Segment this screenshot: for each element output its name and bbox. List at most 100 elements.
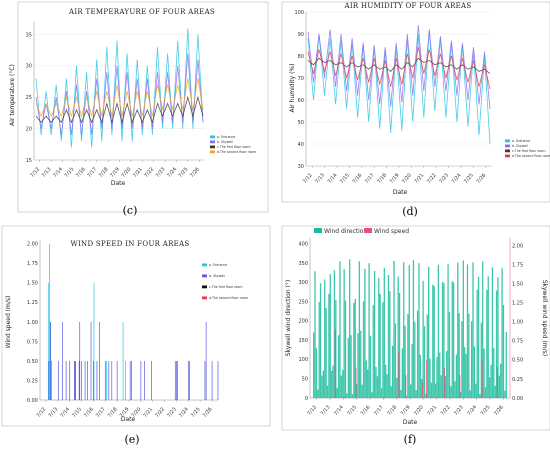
panel-f-direction-bar-0-6 [321, 375, 323, 398]
panel-f-direction-bar-13-9 [505, 332, 507, 398]
panel-c-x-tick-1: 7/13 [41, 166, 53, 178]
panel-f-direction-bar-6-7 [405, 395, 408, 398]
panel-f-direction-bar-2-4 [346, 393, 348, 398]
panel-d-x-tick-6: 7/18 [376, 172, 388, 184]
panel-f-direction-bar-13-2 [495, 290, 498, 398]
panel-d-x-tick-14: 7/26 [476, 172, 488, 184]
panel-f-direction-bar-8-1 [425, 393, 427, 398]
panel-f-direction-bar-4-8 [379, 293, 381, 398]
panel-f-direction-bar-8-2 [426, 314, 428, 398]
panel-f-direction-bar-1-6 [335, 300, 337, 398]
panel-f-direction-bar-0-8 [324, 279, 326, 398]
panel-f-direction-bar-1-2 [329, 274, 331, 398]
panel-f-direction-bar-8-0 [423, 325, 426, 398]
panel-f-direction-bar-2-9 [353, 303, 355, 398]
panel-c-x-tick-3: 7/15 [64, 166, 76, 178]
panel-f-direction-bar-9-8 [448, 311, 451, 398]
panel-d-y-tick-5: 80 [298, 54, 304, 60]
panel-d-x-tick-12: 7/24 [451, 172, 463, 184]
panel-f-y-tick-4: 200 [298, 319, 308, 325]
panel-f-direction-bar-6-3 [400, 389, 402, 398]
panel-f-wind-direction-bars [313, 259, 507, 398]
panel-f-direction-bar-2-6 [349, 259, 351, 398]
panel-f-direction-bar-3-3 [358, 261, 361, 398]
panel-c-y-tick-2: 25 [26, 95, 32, 101]
panel-f-direction-bar-9-5 [444, 376, 446, 398]
panel-e-y-tick-8: 2.00 [27, 242, 38, 248]
panel-f-direction-bar-1-1 [328, 293, 330, 398]
panel-e-legend-label-1: b. Skywell [209, 274, 225, 278]
panel-f-y-tick-3: 150 [298, 338, 308, 344]
panel-f-direction-bar-1-0 [326, 385, 329, 398]
panel-f-direction-bar-9-1 [439, 352, 441, 398]
panel-c-series-3-line [35, 78, 204, 118]
panel-e-x-tick-9: 7/21 [142, 406, 154, 418]
panel-d-legend-label-1: b. Skywell [512, 144, 528, 148]
panel-e-legend-swatch-0 [202, 263, 207, 267]
panel-d-xlabel: Date [393, 189, 408, 196]
panel-f-direction-bar-3-6 [362, 301, 365, 398]
panel-f-y-tick-8: 400 [298, 242, 308, 248]
panel-f-direction-bar-6-9 [408, 265, 410, 398]
panel-f-direction-bar-8-8 [434, 383, 437, 398]
panel-f-direction-bar-9-9 [450, 386, 452, 398]
panel-f-direction-bar-2-7 [350, 335, 352, 398]
panel-f-direction-bar-11-5 [472, 262, 474, 398]
panel-f-direction-bar-2-8 [351, 394, 354, 398]
panel-f-direction-bar-12-6 [487, 276, 489, 398]
panel-d-x-tick-4: 7/16 [352, 172, 364, 184]
panel-f-x-tick-13: 7/25 [480, 404, 492, 416]
panel-f-direction-bar-12-1 [480, 322, 482, 398]
panel-f-skywell-wind: Skywell wind direction (°) Skywell wind … [281, 225, 550, 431]
panel-e-bars [47, 243, 219, 400]
panel-f-direction-bar-5-4 [387, 274, 390, 398]
panel-c-legend-label-3: d.The second floor room [217, 150, 256, 154]
panel-f-direction-bar-13-8 [504, 390, 506, 398]
panel-e-y-tick-0: 0.00 [27, 398, 38, 404]
panel-f-direction-bar-9-6 [446, 350, 448, 398]
panel-e-y-tick-7: 1.75 [27, 261, 38, 267]
panel-c-legend-label-0: a. Entrance [217, 135, 235, 139]
panel-f-y-tick-1: 50 [302, 377, 308, 383]
panel-c-series-lines [35, 28, 204, 148]
panel-d-x-tick-2: 7/14 [327, 172, 339, 184]
panel-e-x-ticks: 7/12 7/13 7/14 7/15 7/16 7/17 7/18 7/19 7/20 7/21… [36, 400, 214, 419]
panel-e-x-tick-6: 7/18 [107, 406, 119, 418]
panel-d-y-tick-3: 60 [298, 98, 304, 104]
panel-f-direction-bar-10-6 [459, 392, 462, 398]
panel-f-direction-bar-10-2 [454, 381, 456, 398]
panel-f-direction-bar-1-8 [337, 335, 340, 398]
panel-d-legend-label-2: c.The first floor room [512, 149, 545, 153]
panel-c-y-ticks: 15 20 25 30 35 [26, 32, 32, 163]
panel-f-direction-bar-4-4 [373, 270, 376, 398]
panel-e-y-tick-2: 0.50 [27, 359, 38, 365]
panel-f-direction-bar-9-0 [437, 264, 440, 398]
panel-f-ylabel-left: Skywell wind direction (°) [285, 280, 292, 356]
panel-f-x-tick-4: 7/16 [360, 404, 372, 416]
panel-e-xlabel: Date [121, 416, 136, 423]
panel-e-x-tick-2: 7/14 [59, 406, 71, 418]
panel-d-series-0-line [307, 29, 491, 145]
panel-f-yr-tick-1: 0.25 [512, 377, 523, 383]
panel-d-x-tick-8: 7/20 [401, 172, 413, 184]
panel-d-x-tick-3: 7/15 [339, 172, 351, 184]
panel-e-y-tick-4: 1.00 [27, 320, 38, 326]
panel-f-x-tick-14: 7/26 [493, 404, 505, 416]
panel-e-legend-label-2: c.The first floor room [209, 285, 242, 289]
panel-f-direction-bar-12-7 [488, 377, 491, 398]
panel-f-x-tick-2: 7/14 [333, 404, 345, 416]
panel-f-x-tick-9: 7/21 [426, 404, 438, 416]
panel-f-direction-bar-1-4 [332, 365, 334, 398]
panel-f-y-ticks-right: 0.00 0.25 0.50 0.75 1.00 1.25 1.50 1.75 2.00 [512, 243, 523, 401]
panel-f-direction-bar-11-9 [477, 276, 480, 398]
panel-f-direction-bar-11-6 [473, 346, 476, 398]
panel-f-legend-swatch-0 [314, 228, 322, 233]
panel-f-legend-swatch-1 [364, 228, 372, 233]
panel-f-direction-bar-9-3 [441, 281, 444, 398]
panel-f-direction-bar-13-5 [500, 363, 502, 398]
panel-d-x-tick-0: 7/12 [302, 172, 314, 184]
panel-f-direction-bar-5-7 [391, 345, 394, 398]
panel-f-direction-bar-10-4 [457, 262, 459, 398]
panel-c-series-2-line [35, 95, 204, 124]
panel-c-x-tick-5: 7/17 [86, 166, 98, 178]
